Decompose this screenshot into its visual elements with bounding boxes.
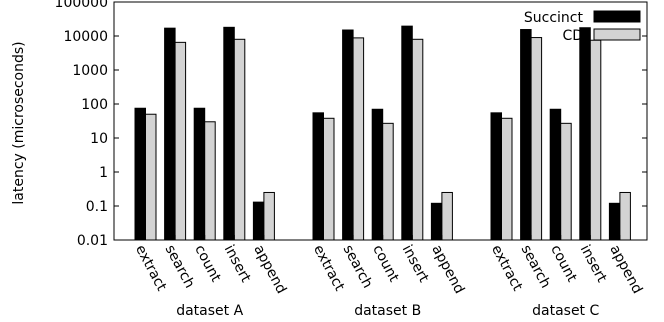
y-axis-title: latency (microseconds) bbox=[11, 41, 27, 204]
bar-cd bbox=[530, 37, 543, 241]
bar-cd bbox=[501, 117, 513, 241]
bar-cd bbox=[323, 117, 335, 241]
legend-swatch bbox=[593, 10, 641, 23]
bar-succinct bbox=[223, 26, 235, 241]
group-label: dataset C bbox=[532, 303, 599, 319]
bar-cd bbox=[204, 121, 216, 241]
bar-cd bbox=[411, 38, 424, 241]
bar-succinct bbox=[401, 25, 413, 241]
bar-cd bbox=[263, 191, 275, 241]
group-label: dataset B bbox=[354, 303, 421, 319]
bar-cd bbox=[619, 191, 631, 241]
bar-succinct bbox=[312, 112, 324, 241]
bar-cd bbox=[560, 122, 572, 241]
bar-succinct bbox=[430, 202, 443, 241]
bar-cd bbox=[145, 113, 157, 241]
y-tick-label: 1 bbox=[99, 165, 108, 181]
group-label: dataset A bbox=[176, 303, 243, 319]
x-tick-label: append bbox=[428, 242, 467, 296]
x-tick-label: insert bbox=[221, 242, 254, 285]
bar-succinct bbox=[608, 202, 621, 241]
y-tick-label: 1000 bbox=[72, 63, 108, 79]
bar-cd bbox=[352, 37, 365, 241]
y-axis: 0.01 0.1 1 10 100 1000 10000 100000 bbox=[55, 0, 647, 249]
legend-label: CD bbox=[562, 28, 583, 44]
bar-succinct bbox=[371, 108, 384, 241]
bar-succinct bbox=[520, 29, 532, 241]
y-tick-label: 0.01 bbox=[77, 233, 108, 249]
y-tick-label: 100 bbox=[81, 97, 108, 113]
bar-cd bbox=[589, 39, 602, 241]
y-tick-label: 0.1 bbox=[86, 199, 108, 215]
plot-frame bbox=[113, 1, 648, 241]
y-tick-label: 100000 bbox=[55, 0, 108, 11]
x-tick-label: insert bbox=[399, 242, 432, 285]
bar-cd bbox=[382, 122, 394, 241]
legend-swatch bbox=[593, 28, 641, 41]
bar-succinct bbox=[252, 201, 265, 241]
bar-cd bbox=[441, 191, 453, 241]
bar-succinct bbox=[549, 108, 562, 241]
bar-succinct bbox=[579, 27, 591, 241]
x-tick-label: insert bbox=[577, 242, 610, 285]
legend: Succinct CD bbox=[524, 10, 641, 44]
bar-cd bbox=[174, 41, 187, 241]
bar-succinct bbox=[342, 29, 354, 241]
x-tick-label: append bbox=[606, 242, 645, 296]
bar-succinct bbox=[490, 112, 502, 241]
bar-succinct bbox=[134, 107, 146, 241]
bar-cd bbox=[233, 38, 246, 241]
bars-layer bbox=[134, 25, 631, 241]
legend-label: Succinct bbox=[524, 10, 584, 26]
bar-succinct bbox=[193, 107, 206, 241]
x-tick-label: append bbox=[250, 242, 289, 296]
bar-succinct bbox=[164, 27, 176, 241]
y-tick-label: 10000 bbox=[63, 29, 108, 45]
y-tick-label: 10 bbox=[90, 131, 108, 147]
